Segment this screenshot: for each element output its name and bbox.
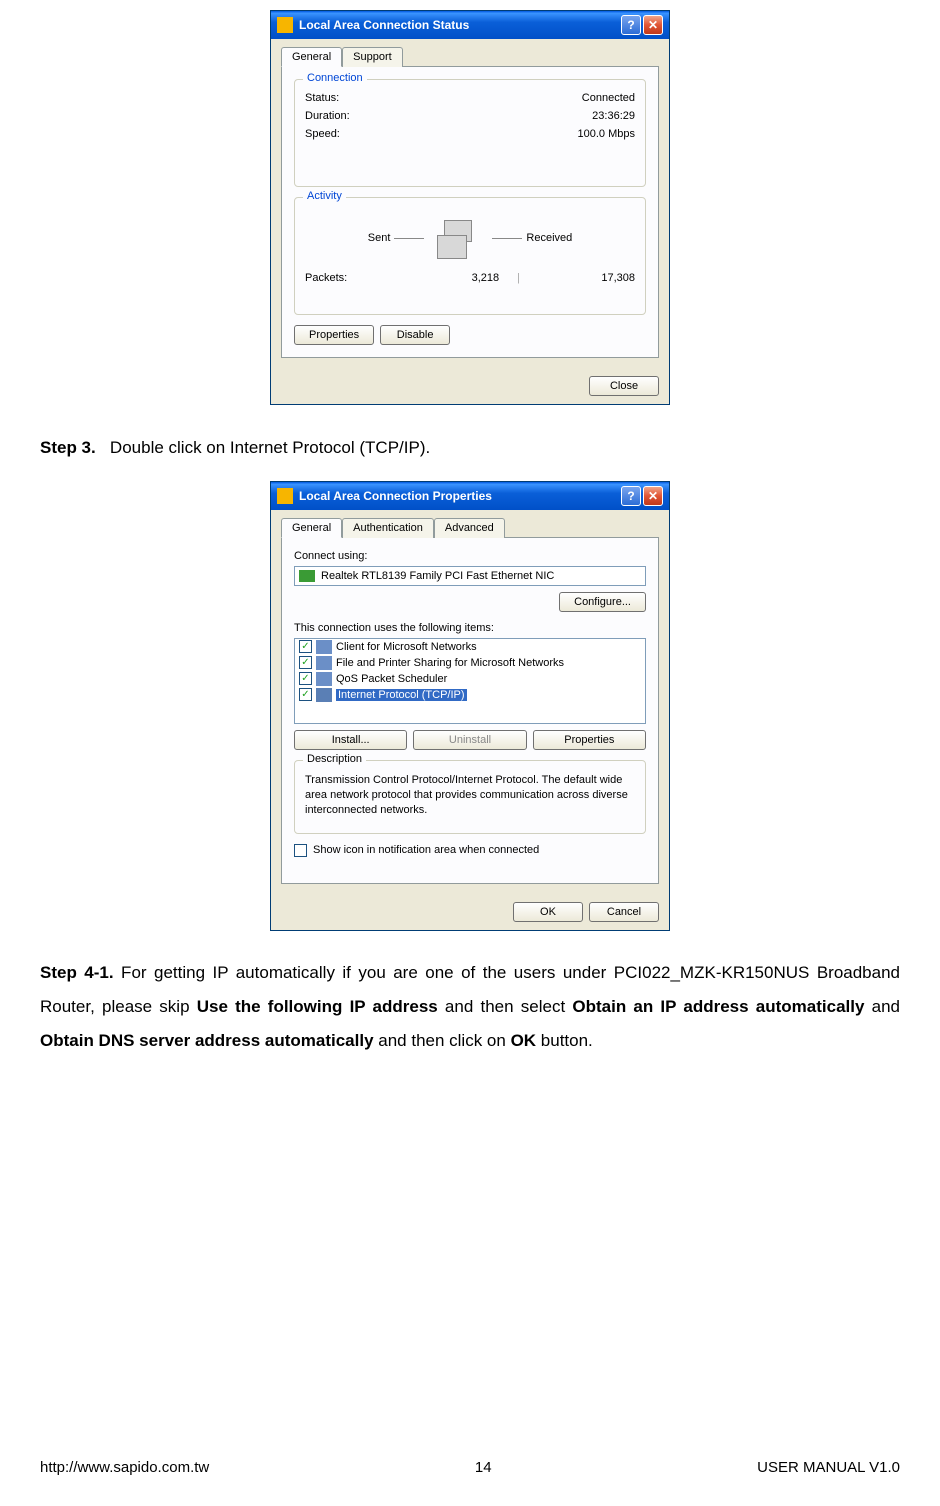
- list-item[interactable]: ✓ Client for Microsoft Networks: [295, 639, 645, 655]
- help-button-2[interactable]: ?: [621, 486, 641, 506]
- connection-group: Connection Status: Connected Duration: 2…: [294, 79, 646, 187]
- packets-label: Packets:: [305, 272, 402, 284]
- disable-button[interactable]: Disable: [380, 325, 450, 345]
- step-4-1-p3: and: [864, 997, 900, 1016]
- checkbox-icon[interactable]: ✓: [299, 640, 312, 653]
- item-label-3: Internet Protocol (TCP/IP): [336, 689, 467, 701]
- tab-general[interactable]: General: [281, 47, 342, 67]
- adapter-name: Realtek RTL8139 Family PCI Fast Ethernet…: [321, 570, 554, 582]
- configure-button[interactable]: Configure...: [559, 592, 646, 612]
- properties-button[interactable]: Properties: [294, 325, 374, 345]
- line-right: [492, 238, 522, 239]
- footer-manual: USER MANUAL V1.0: [757, 1459, 900, 1476]
- item-properties-button[interactable]: Properties: [533, 730, 646, 750]
- checkbox-icon[interactable]: ✓: [299, 672, 312, 685]
- step-4-1-label: Step 4-1.: [40, 963, 114, 982]
- checkbox-icon[interactable]: ✓: [299, 656, 312, 669]
- step-4-1-p5: button.: [536, 1031, 593, 1050]
- status-value: Connected: [582, 92, 635, 104]
- packets-separator: |: [499, 272, 538, 284]
- step-4-1-text: Step 4-1. For getting IP automatically i…: [40, 956, 900, 1058]
- show-icon-checkbox[interactable]: ✓: [294, 844, 307, 857]
- close-button-2[interactable]: ✕: [643, 486, 663, 506]
- step-4-1-b1: Use the following IP address: [197, 997, 438, 1016]
- tabs-2: General Authentication Advanced: [281, 518, 659, 538]
- status-window: Local Area Connection Status ? ✕ General…: [270, 10, 670, 405]
- step-4-1-p4: and then click on: [374, 1031, 511, 1050]
- install-button[interactable]: Install...: [294, 730, 407, 750]
- window-icon: [277, 17, 293, 33]
- footer-url: http://www.sapido.com.tw: [40, 1459, 209, 1476]
- step-3-text: Step 3. Double click on Internet Protoco…: [40, 435, 900, 461]
- network-activity-icon: [436, 218, 480, 258]
- step-4-1-b2: Obtain an IP address automatically: [572, 997, 864, 1016]
- status-label: Status:: [305, 92, 339, 104]
- description-text: Transmission Control Protocol/Internet P…: [305, 773, 635, 819]
- client-icon: [316, 640, 332, 654]
- window-title: Local Area Connection Status: [299, 18, 621, 32]
- help-button[interactable]: ?: [621, 15, 641, 35]
- item-label-1: File and Printer Sharing for Microsoft N…: [336, 657, 564, 669]
- sent-label: Sent: [368, 232, 391, 244]
- checkbox-icon[interactable]: ✓: [299, 688, 312, 701]
- step-4-1-p2: and then select: [438, 997, 573, 1016]
- tab-panel-2: Connect using: Realtek RTL8139 Family PC…: [281, 537, 659, 884]
- step-4-1-b4: OK: [511, 1031, 537, 1050]
- list-item[interactable]: ✓ QoS Packet Scheduler: [295, 671, 645, 687]
- duration-value: 23:36:29: [592, 110, 635, 122]
- protocol-icon: [316, 688, 332, 702]
- line-left: [394, 238, 424, 239]
- tab-support[interactable]: Support: [342, 47, 403, 67]
- item-label-2: QoS Packet Scheduler: [336, 673, 447, 685]
- packets-received: 17,308: [538, 272, 635, 284]
- uninstall-button: Uninstall: [413, 730, 526, 750]
- duration-label: Duration:: [305, 110, 350, 122]
- tab-authentication[interactable]: Authentication: [342, 518, 434, 538]
- speed-label: Speed:: [305, 128, 340, 140]
- close-window-button[interactable]: Close: [589, 376, 659, 396]
- packets-sent: 3,218: [402, 272, 499, 284]
- description-group-title: Description: [303, 753, 366, 765]
- cancel-button[interactable]: Cancel: [589, 902, 659, 922]
- service-icon: [316, 656, 332, 670]
- window-icon-2: [277, 488, 293, 504]
- speed-value: 100.0 Mbps: [578, 128, 635, 140]
- step-3-body: Double click on Internet Protocol (TCP/I…: [110, 438, 430, 457]
- list-item[interactable]: ✓ File and Printer Sharing for Microsoft…: [295, 655, 645, 671]
- adapter-field: Realtek RTL8139 Family PCI Fast Ethernet…: [294, 566, 646, 586]
- activity-group-title: Activity: [303, 190, 346, 202]
- item-label-0: Client for Microsoft Networks: [336, 641, 477, 653]
- nic-icon: [299, 570, 315, 582]
- window-title-2: Local Area Connection Properties: [299, 489, 621, 503]
- items-label: This connection uses the following items…: [294, 622, 646, 634]
- properties-window: Local Area Connection Properties ? ✕ Gen…: [270, 481, 670, 931]
- close-button[interactable]: ✕: [643, 15, 663, 35]
- step-4-1-b3: Obtain DNS server address automatically: [40, 1031, 374, 1050]
- connection-group-title: Connection: [303, 72, 367, 84]
- list-item-selected[interactable]: ✓ Internet Protocol (TCP/IP): [295, 687, 645, 703]
- step-3-label: Step 3.: [40, 438, 96, 457]
- page-footer: http://www.sapido.com.tw 14 USER MANUAL …: [40, 1459, 900, 1476]
- description-group: Description Transmission Control Protoco…: [294, 760, 646, 834]
- ok-button[interactable]: OK: [513, 902, 583, 922]
- tab-advanced[interactable]: Advanced: [434, 518, 505, 538]
- items-listbox[interactable]: ✓ Client for Microsoft Networks ✓ File a…: [294, 638, 646, 724]
- activity-group: Activity Sent Received Packets: 3,218 | …: [294, 197, 646, 315]
- tab-panel: Connection Status: Connected Duration: 2…: [281, 66, 659, 358]
- connect-using-label: Connect using:: [294, 550, 646, 562]
- tabs: General Support: [281, 47, 659, 67]
- footer-page: 14: [475, 1459, 492, 1476]
- show-icon-label: Show icon in notification area when conn…: [313, 844, 539, 856]
- titlebar[interactable]: Local Area Connection Status ? ✕: [271, 11, 669, 39]
- titlebar-2[interactable]: Local Area Connection Properties ? ✕: [271, 482, 669, 510]
- received-label: Received: [526, 232, 572, 244]
- service-icon: [316, 672, 332, 686]
- tab-general-2[interactable]: General: [281, 518, 342, 538]
